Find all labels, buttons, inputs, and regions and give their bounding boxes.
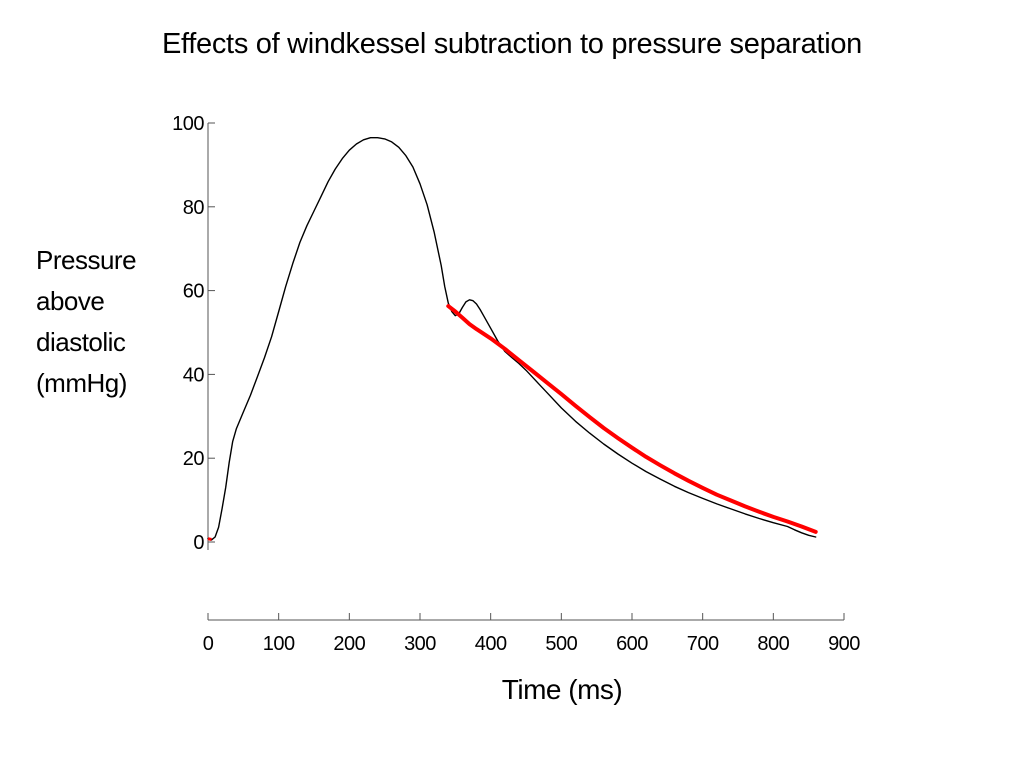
x-tick-label: 600 — [616, 633, 648, 655]
x-tick-label: 0 — [203, 633, 214, 655]
x-tick-label: 200 — [333, 633, 365, 655]
x-axis: 0 100 200 300 400 500 600 700 800 900 — [203, 613, 861, 655]
series-line-measured — [207, 136, 817, 541]
y-axis-label-line: (mmHg) — [36, 368, 127, 398]
x-tick-label: 400 — [475, 633, 507, 655]
series-line-windkessel — [446, 304, 818, 534]
y-axis: 0 20 40 60 80 100 — [172, 113, 215, 554]
plot-area — [207, 136, 818, 541]
y-tick-label: 40 — [183, 364, 205, 386]
y-tick-label: 80 — [183, 197, 205, 219]
x-tick-label: 700 — [687, 633, 719, 655]
x-tick-label: 300 — [404, 633, 436, 655]
x-tick-label: 500 — [545, 633, 577, 655]
y-tick-label: 100 — [172, 113, 204, 135]
y-tick-label: 60 — [183, 281, 205, 303]
y-axis-label: Pressure above diastolic (mmHg) — [36, 240, 137, 404]
x-tick-label: 900 — [828, 633, 860, 655]
x-tick-label: 100 — [263, 633, 295, 655]
chart-title: Effects of windkessel subtraction to pre… — [162, 28, 862, 60]
y-axis-label-line: diastolic — [36, 327, 126, 357]
y-tick-label: 0 — [193, 532, 204, 554]
x-axis-label: Time (ms) — [501, 674, 623, 705]
y-axis-label-line: Pressure — [36, 245, 137, 275]
series-origin-mark — [207, 537, 212, 541]
y-axis-label-line: above — [36, 286, 105, 316]
y-tick-label: 20 — [183, 448, 205, 470]
x-tick-label: 800 — [757, 633, 789, 655]
